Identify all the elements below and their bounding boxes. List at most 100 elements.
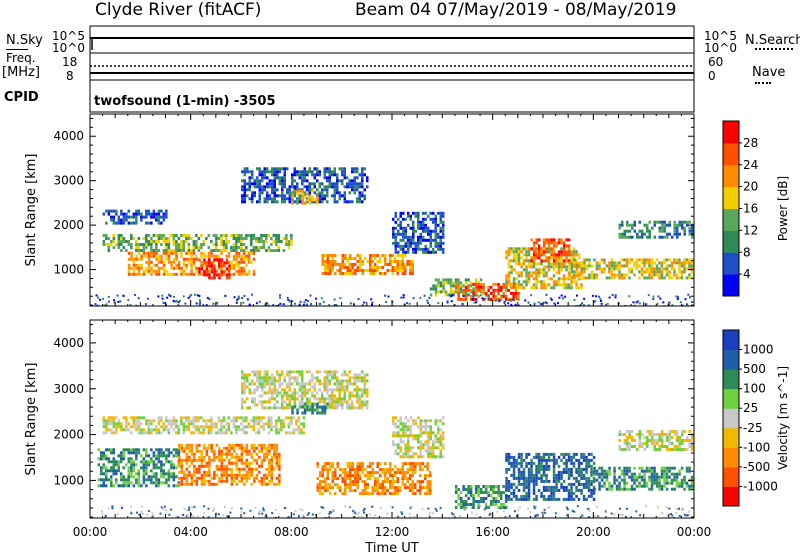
echo-cell [439, 452, 442, 456]
scatter-cell [173, 295, 175, 298]
echo-cell [100, 478, 103, 482]
echo-cell [240, 416, 243, 420]
echo-cell [338, 391, 341, 395]
echo-cell [225, 470, 229, 474]
echo-cell [177, 425, 181, 429]
echo-cell [308, 397, 311, 401]
echo-cell [278, 376, 281, 380]
echo-cell [344, 468, 347, 472]
echo-cell [391, 269, 394, 272]
echo-cell [162, 451, 166, 455]
echo-cell [313, 167, 316, 171]
echo-cell [527, 494, 531, 498]
echo-cell [155, 431, 158, 435]
echo-cell [157, 466, 161, 470]
echo-cell [225, 473, 229, 477]
echo-cell [157, 478, 161, 482]
echo-cell [369, 465, 372, 469]
echo-cell [271, 167, 274, 171]
echo-cell [135, 481, 138, 485]
echo-cell [354, 257, 357, 260]
echo-cell [437, 290, 440, 294]
echo-cell [439, 290, 443, 294]
echo-cell [155, 428, 158, 432]
echo-cell [222, 246, 226, 249]
echo-cell [253, 194, 256, 198]
echo-cell [217, 237, 221, 240]
echo-cell [439, 217, 442, 221]
nsearch-tick-top: 10^5 [704, 29, 737, 43]
echo-cell [220, 455, 224, 459]
echo-cell [203, 479, 206, 483]
echo-cell [188, 458, 191, 462]
echo-cell [263, 188, 266, 192]
echo-cell [527, 476, 531, 480]
echo-cell [510, 247, 513, 251]
echo-cell [223, 452, 226, 456]
echo-cell [459, 281, 463, 285]
echo-cell [361, 379, 364, 383]
echo-cell [278, 182, 281, 186]
echo-cell [505, 497, 508, 501]
echo-cell [557, 268, 561, 272]
echo-cell [635, 267, 639, 271]
echo-cell [422, 238, 425, 242]
echo-cell [235, 425, 238, 429]
echo-cell [542, 283, 546, 287]
echo-cell [331, 480, 334, 484]
echo-cell [220, 273, 224, 277]
echo-cell [192, 416, 196, 420]
echo-cell [464, 288, 468, 292]
echo-cell [374, 254, 377, 257]
echo-cell [147, 454, 151, 458]
echo-cell [618, 223, 621, 227]
echo-cell [336, 486, 339, 490]
echo-cell [402, 428, 405, 432]
echo-cell [97, 478, 100, 482]
echo-cell [107, 237, 111, 240]
echo-cell [605, 276, 609, 280]
echo-cell [301, 179, 304, 183]
echo-cell [288, 200, 291, 204]
echo-cell [517, 286, 521, 290]
echo-cell [464, 494, 468, 497]
colorbar-segment [723, 164, 739, 188]
echo-cell [565, 277, 568, 281]
scatter-cell [511, 298, 514, 301]
echo-cell [253, 373, 256, 377]
echo-cell [145, 254, 148, 258]
echo-cell [190, 473, 194, 477]
echo-cell [298, 189, 302, 193]
echo-cell [205, 422, 208, 426]
echo-cell [417, 434, 420, 438]
echo-cell [527, 488, 531, 492]
echo-cell [321, 400, 324, 404]
echo-cell [530, 476, 533, 480]
echo-cell [414, 483, 417, 487]
echo-cell [178, 461, 181, 465]
echo-cell [152, 251, 156, 255]
echo-cell [240, 422, 243, 426]
echo-cell [348, 406, 351, 410]
echo-cell [213, 276, 216, 280]
echo-cell [376, 480, 379, 484]
echo-cell [102, 463, 105, 467]
echo-cell [162, 260, 166, 264]
scatter-cell [168, 293, 171, 296]
echo-cell [397, 425, 400, 429]
echo-cell [515, 262, 518, 266]
echo-cell [404, 235, 407, 239]
echo-cell [167, 260, 171, 264]
echo-cell [277, 249, 281, 252]
echo-cell [527, 491, 531, 495]
echo-cell [417, 211, 420, 215]
echo-cell [341, 480, 344, 484]
echo-cell [545, 238, 548, 242]
echo-cell [555, 497, 558, 501]
echo-cell [411, 486, 414, 490]
echo-cell [200, 234, 203, 237]
echo-cell [253, 370, 256, 374]
echo-cell [610, 267, 614, 271]
echo-cell [396, 477, 399, 481]
echo-cell [302, 416, 306, 420]
